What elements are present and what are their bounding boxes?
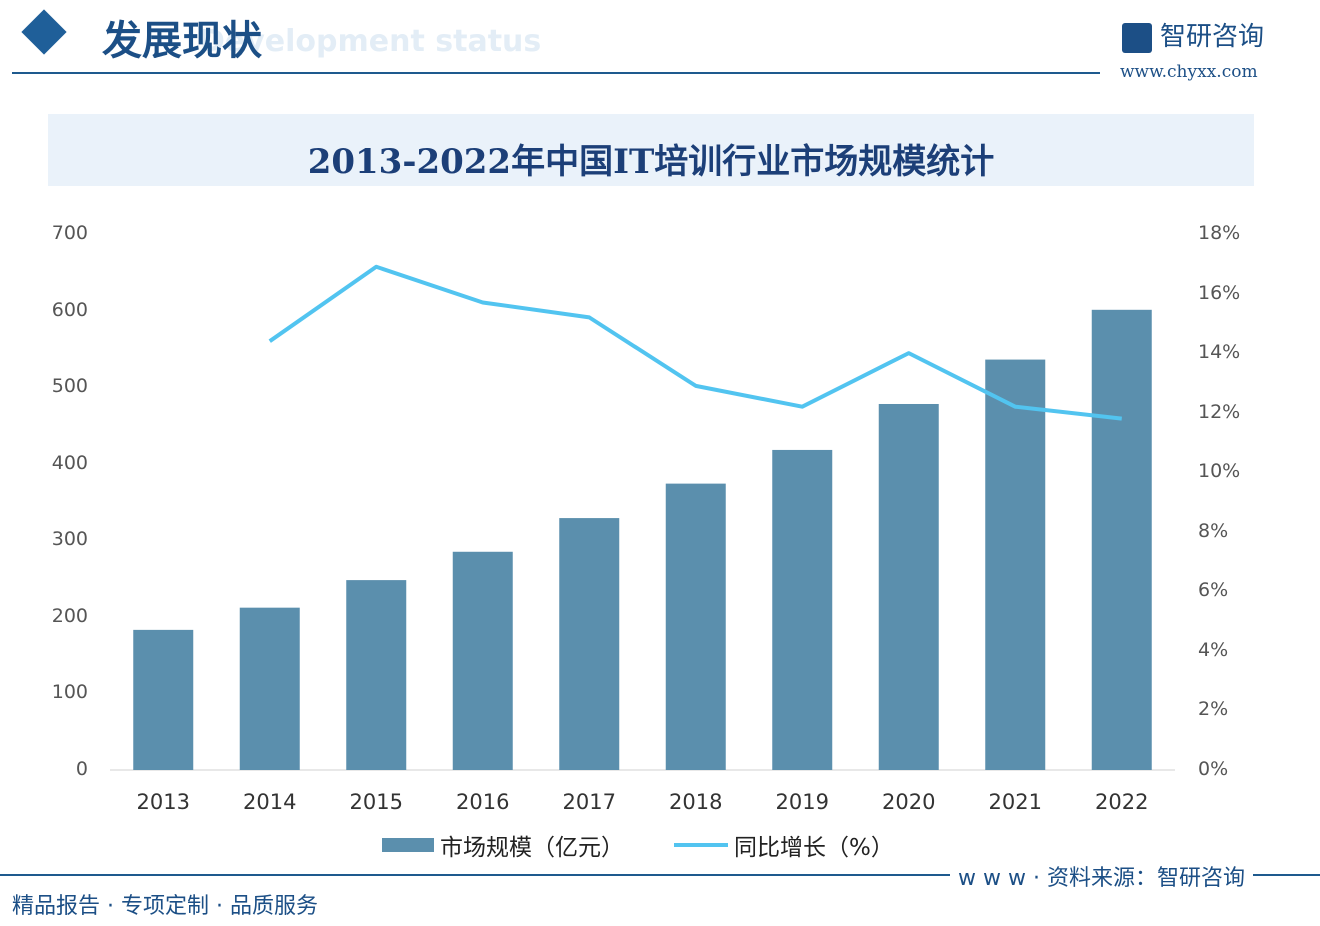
y-right-tick: 4% (1198, 638, 1229, 661)
y-right-tick: 10% (1198, 460, 1241, 483)
legend-bar-swatch (382, 838, 434, 852)
y-right-tick: 14% (1198, 341, 1241, 364)
bar-2013 (133, 629, 194, 770)
y-right-tick: 6% (1198, 579, 1229, 602)
x-tick: 2019 (775, 790, 829, 814)
x-tick: 2021 (988, 790, 1042, 814)
logo-icon (1122, 22, 1152, 53)
y-right-tick: 0% (1198, 758, 1229, 780)
chart-title: 2013-2022年中国IT培训行业市场规模统计 (307, 142, 995, 182)
bar-2020 (878, 403, 939, 770)
y-right-tick: 16% (1198, 281, 1241, 304)
x-tick: 2015 (349, 790, 403, 814)
x-tick: 2014 (243, 790, 297, 814)
legend-line-label: 同比增长（%） (734, 835, 894, 861)
y-left-tick: 400 (51, 451, 88, 474)
title-box (48, 114, 1254, 186)
x-tick: 2018 (669, 790, 723, 814)
y-left-tick: 100 (51, 681, 88, 704)
y-left-tick: 0 (75, 758, 88, 780)
logo-text: 智研咨询 (1160, 22, 1265, 52)
x-tick: 2016 (456, 790, 510, 814)
source-note: w w w · 资料来源：智研咨询 (950, 860, 1253, 892)
legend: 市场规模（亿元） 同比增长（%） (382, 828, 894, 862)
header-divider (12, 72, 1100, 74)
bar-2014 (239, 607, 300, 770)
brand-logo: 智研咨询 (1122, 16, 1264, 53)
x-tick: 2020 (882, 790, 936, 814)
y-left-tick: 300 (51, 528, 88, 551)
y-right-tick: 18% (1198, 222, 1241, 244)
footer-divider (0, 874, 1320, 876)
y-left-tick: 600 (51, 298, 88, 321)
footer-slogan: 精品报告 · 专项定制 · 品质服务 (12, 894, 318, 919)
y-right-tick: 8% (1198, 519, 1229, 542)
y-right-tick: 12% (1198, 400, 1241, 423)
legend-line-swatch (674, 843, 728, 847)
header-watermark: Development status (200, 24, 542, 59)
bar-2018 (665, 483, 726, 770)
bar-2017 (559, 518, 620, 770)
website: www.chyxx.com (1120, 62, 1258, 82)
y-left-tick: 500 (51, 375, 88, 398)
bar-2019 (772, 449, 833, 770)
x-tick: 2022 (1095, 790, 1149, 814)
bar-2022 (1091, 309, 1152, 770)
growth-line (268, 264, 1122, 421)
y-right-tick: 2% (1198, 698, 1229, 721)
y-left-tick: 700 (51, 222, 88, 244)
y-left-tick: 200 (51, 604, 88, 627)
x-tick: 2013 (136, 790, 190, 814)
bar-2021 (985, 359, 1046, 770)
bar-2015 (346, 580, 407, 770)
bar-2016 (452, 551, 513, 770)
section-title: 发展现状 (102, 18, 262, 64)
x-tick: 2017 (562, 790, 616, 814)
legend-bar-label: 市场规模（亿元） (440, 835, 624, 861)
